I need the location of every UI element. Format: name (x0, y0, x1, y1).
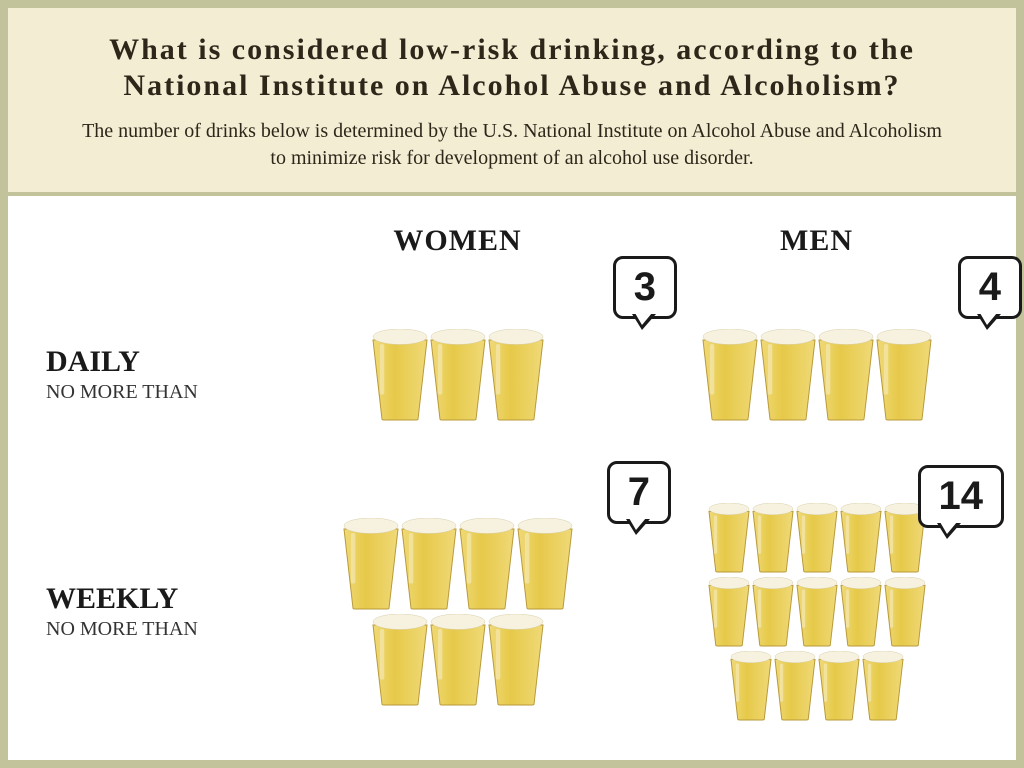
beer-glass-icon (818, 651, 860, 721)
beer-glass-icon (796, 577, 838, 647)
beer-glass-icon (702, 329, 758, 421)
header: What is considered low-risk drinking, ac… (8, 8, 1016, 196)
row-label-daily: DAILY NO MORE THAN (18, 345, 278, 404)
row-daily-sublabel: NO MORE THAN (46, 381, 278, 404)
beer-glass-icon (876, 329, 932, 421)
beer-glass-icon (840, 503, 882, 573)
beer-glass-icon (708, 577, 750, 647)
count-bubble: 4 (958, 256, 1022, 319)
beer-glass-icon (752, 503, 794, 573)
beer-glass-icon (372, 614, 428, 706)
beer-glass-icon (774, 651, 816, 721)
cell-women-daily: 3 (278, 276, 637, 473)
beer-glass-icon (488, 614, 544, 706)
data-grid: WOMEN MEN DAILY NO MORE THAN (8, 196, 1016, 760)
glass-row (702, 329, 932, 421)
row-weekly-label: WEEKLY (46, 582, 278, 616)
corner-empty (18, 206, 278, 276)
infographic-frame: What is considered low-risk drinking, ac… (8, 8, 1016, 760)
beer-glass-icon (708, 503, 750, 573)
glass-group (708, 503, 926, 721)
column-header-men: MEN (637, 224, 996, 258)
glass-row (343, 518, 573, 610)
subtitle: The number of drinks below is determined… (68, 118, 956, 172)
glass-row (708, 577, 926, 647)
cell-men-daily: 4 (637, 276, 996, 473)
count-bubble: 7 (607, 461, 671, 524)
beer-glass-icon (730, 651, 772, 721)
glass-row (730, 651, 904, 721)
beer-glass-icon (840, 577, 882, 647)
beer-glass-icon (862, 651, 904, 721)
beer-glass-icon (752, 577, 794, 647)
column-header-women: WOMEN (278, 224, 637, 258)
beer-glass-icon (488, 329, 544, 421)
beer-glass-icon (796, 503, 838, 573)
beer-glass-icon (517, 518, 573, 610)
glass-row (708, 503, 926, 573)
beer-glass-icon (430, 329, 486, 421)
count-bubble: 3 (613, 256, 677, 319)
title: What is considered low-risk drinking, ac… (68, 32, 956, 104)
beer-glass-icon (401, 518, 457, 610)
beer-glass-icon (372, 329, 428, 421)
cell-men-weekly: 14 (637, 473, 996, 750)
glass-group (372, 329, 544, 421)
glass-row (372, 614, 544, 706)
beer-glass-icon (430, 614, 486, 706)
cell-women-weekly: 7 (278, 473, 637, 750)
beer-glass-icon (818, 329, 874, 421)
beer-glass-icon (343, 518, 399, 610)
row-daily-label: DAILY (46, 345, 278, 379)
glass-group (343, 518, 573, 706)
row-label-weekly: WEEKLY NO MORE THAN (18, 582, 278, 641)
beer-glass-icon (884, 577, 926, 647)
beer-glass-icon (459, 518, 515, 610)
row-weekly-sublabel: NO MORE THAN (46, 618, 278, 641)
count-bubble: 14 (918, 465, 1005, 528)
glass-group (702, 329, 932, 421)
beer-glass-icon (760, 329, 816, 421)
glass-row (372, 329, 544, 421)
